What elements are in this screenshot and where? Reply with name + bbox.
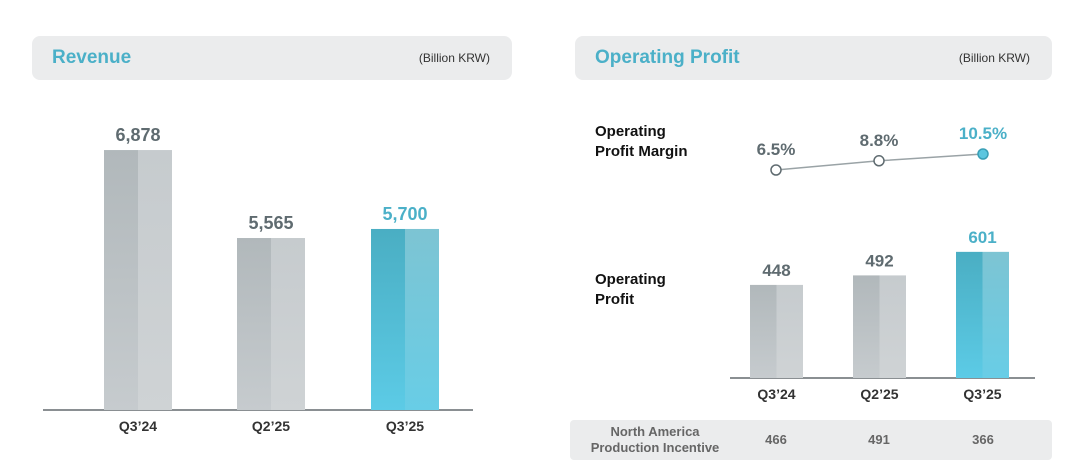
data-label: 448 xyxy=(762,261,790,280)
x-tick-label: Q3’25 xyxy=(963,386,1001,402)
bar-highlight xyxy=(138,150,172,411)
margin-point xyxy=(770,164,782,176)
bar-highlight xyxy=(982,251,1009,378)
bar-highlight xyxy=(405,228,439,410)
profit-row-label: Operating Profit xyxy=(595,271,666,308)
data-label: 492 xyxy=(865,251,893,270)
revenue-unit: (Billion KRW) xyxy=(418,51,490,65)
x-tick-label: Q2’25 xyxy=(252,418,290,434)
data-label: 5,565 xyxy=(248,213,293,233)
bar xyxy=(750,284,777,378)
bar xyxy=(956,251,983,378)
data-label: 601 xyxy=(968,228,996,247)
bar-highlight xyxy=(271,238,305,410)
margin-point xyxy=(977,148,989,160)
data-label: 5,700 xyxy=(382,204,427,224)
operating-profit-unit: (Billion KRW) xyxy=(958,51,1030,65)
revenue-title: Revenue xyxy=(52,47,132,68)
margin-row-label: Operating Profit Margin xyxy=(595,123,688,160)
margin-label: 10.5% xyxy=(959,124,1007,143)
margin-label: 6.5% xyxy=(757,140,796,159)
x-tick-label: Q3’25 xyxy=(386,418,424,434)
incentive-value: 491 xyxy=(868,432,890,447)
bar xyxy=(237,238,271,410)
bar-highlight xyxy=(879,275,906,378)
revenue-header: Revenue (Billion KRW) xyxy=(32,36,512,80)
x-tick-label: Q2’25 xyxy=(860,386,898,402)
incentive-value: 466 xyxy=(765,432,787,447)
operating-profit-header: Operating Profit (Billion KRW) xyxy=(575,36,1052,80)
data-label: 6,878 xyxy=(115,125,160,145)
x-tick-label: Q3’24 xyxy=(757,386,795,402)
operating-profit-title: Operating Profit xyxy=(595,47,740,68)
margin-point xyxy=(873,155,885,167)
bar xyxy=(104,150,138,411)
margin-label: 8.8% xyxy=(860,131,899,150)
bar xyxy=(853,275,880,378)
incentive-row: North America Production Incentive 466 4… xyxy=(570,420,1052,460)
bar xyxy=(371,228,405,410)
incentive-value: 366 xyxy=(972,432,994,447)
bar-highlight xyxy=(776,284,803,378)
x-tick-label: Q3’24 xyxy=(119,418,157,434)
incentive-label: North America Production Incentive xyxy=(590,424,720,455)
